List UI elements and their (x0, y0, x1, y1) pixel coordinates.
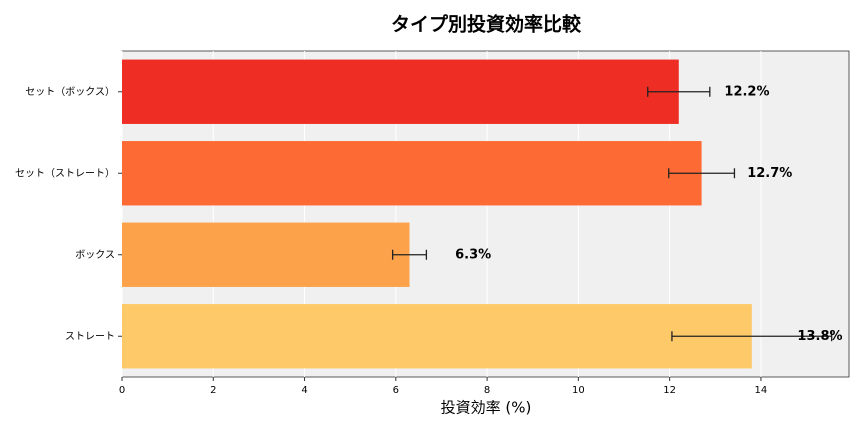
x-axis-label: 投資効率 (%) (441, 399, 532, 417)
value-label: 13.8% (797, 329, 842, 344)
value-label: 12.2% (724, 84, 769, 99)
x-tick-label: 6 (393, 385, 399, 396)
y-tick-label: セット（ボックス） (25, 86, 115, 98)
x-tick-label: 0 (119, 385, 125, 396)
bar (122, 304, 752, 369)
x-tick-label: 12 (663, 385, 676, 396)
y-tick-label: セット（ストレート） (15, 167, 115, 179)
bar (122, 141, 702, 206)
bar (122, 222, 410, 287)
value-label: 12.7% (747, 166, 792, 181)
x-tick-label: 2 (210, 385, 216, 396)
y-tick-label: ボックス (75, 249, 115, 261)
bar (122, 59, 679, 124)
chart-title: タイプ別投資効率比較 (391, 13, 582, 36)
x-tick-label: 4 (301, 385, 307, 396)
x-tick-label: 14 (755, 385, 768, 396)
value-label: 6.3% (455, 247, 491, 262)
x-tick-label: 8 (484, 385, 490, 396)
y-tick-label: ストレート (65, 331, 115, 342)
x-tick-label: 10 (572, 385, 585, 396)
